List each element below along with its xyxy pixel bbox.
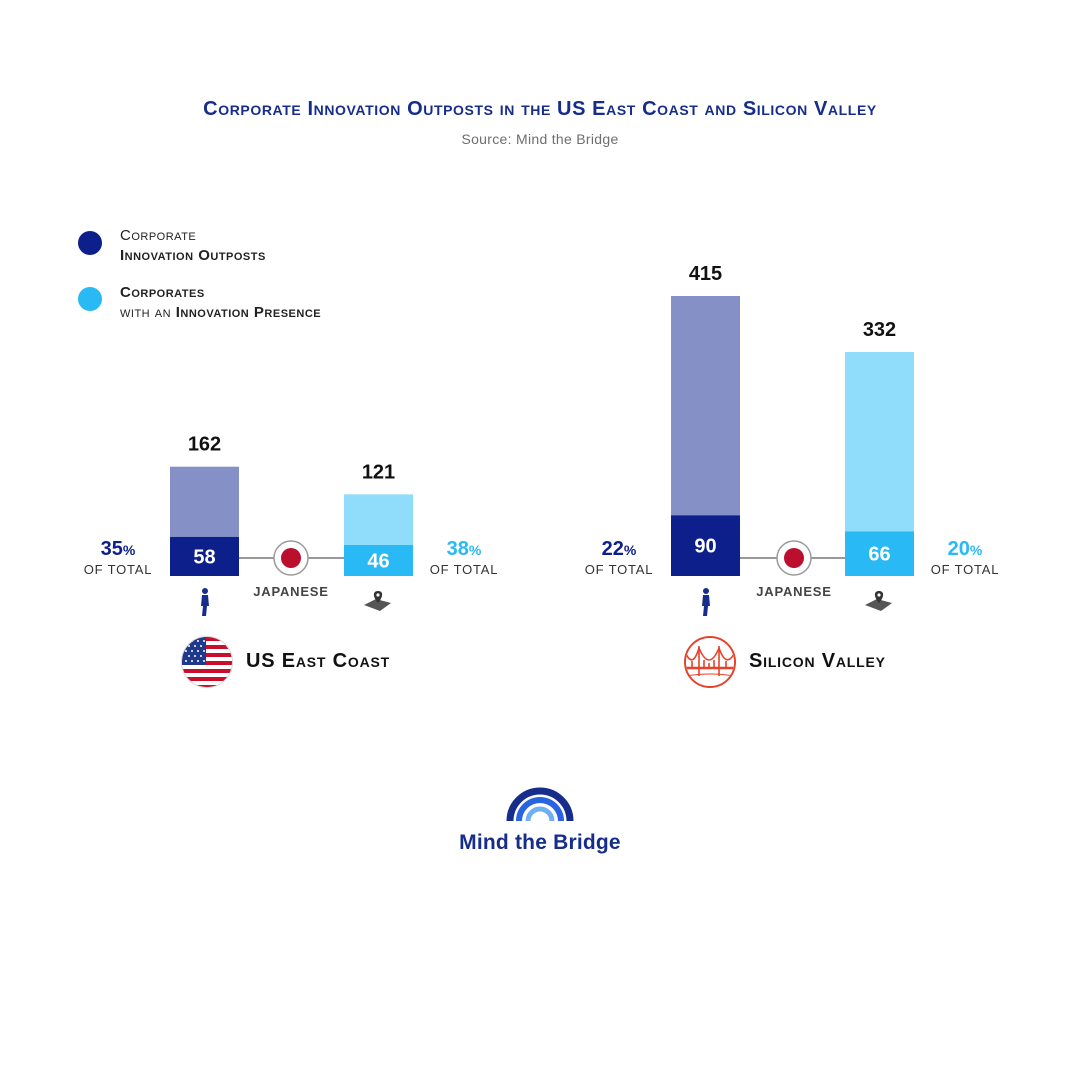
person-icon-head-silicon-valley bbox=[703, 588, 709, 594]
region-label-silicon-valley: Silicon Valley bbox=[749, 650, 886, 672]
data-label-total-presence-silicon-valley: 332 bbox=[863, 319, 896, 341]
bar-total-outposts-silicon-valley bbox=[671, 295, 740, 516]
person-icon-us-east-coast bbox=[201, 595, 209, 616]
legend-dot-presence-icon bbox=[78, 287, 102, 311]
region-label-us-east-coast: US East Coast bbox=[246, 650, 390, 672]
legend-label-presence: Corporates with an Innovation Presence bbox=[120, 283, 450, 323]
data-label-japanese-outposts-silicon-valley: 90 bbox=[694, 536, 716, 558]
map-icon-us-east-coast bbox=[364, 599, 391, 611]
data-label-total-outposts-us-east-coast: 162 bbox=[188, 434, 221, 456]
legend-line2-bold: Innovation Presence bbox=[175, 304, 322, 321]
person-icon-silicon-valley bbox=[702, 595, 710, 616]
japanese-share-outposts-silicon-valley: 22% bbox=[602, 538, 637, 560]
connector-label-us-east-coast: JAPANESE bbox=[253, 584, 329, 599]
japanese-share-outposts-us-east-coast: 35% bbox=[101, 538, 136, 560]
japan-flag-dot-silicon-valley bbox=[784, 548, 804, 568]
japanese-share-presence-silicon-valley: 20% bbox=[948, 538, 983, 560]
legend-line1: Corporates bbox=[120, 284, 205, 301]
legend-line1: Corporate bbox=[120, 227, 197, 244]
mind-the-bridge-logo: Mind the Bridge bbox=[440, 785, 640, 865]
legend-line2-prefix: with an bbox=[120, 304, 176, 321]
share-caption-outposts-silicon-valley: OF TOTAL bbox=[585, 562, 654, 577]
share-caption-presence-silicon-valley: OF TOTAL bbox=[931, 562, 1000, 577]
legend-label-outposts: Corporate Innovation Outposts bbox=[120, 226, 450, 266]
chart-source: Source: Mind the Bridge bbox=[461, 131, 619, 147]
bar-japanese-outposts-silicon-valley bbox=[671, 515, 740, 576]
data-label-total-outposts-silicon-valley: 415 bbox=[689, 263, 722, 285]
bar-total-outposts-us-east-coast bbox=[170, 466, 239, 537]
legend-line2-bold: Innovation Outposts bbox=[120, 247, 266, 264]
map-pin-hole-us-east-coast bbox=[376, 593, 380, 597]
bar-total-presence-us-east-coast bbox=[344, 494, 413, 545]
data-label-japanese-outposts-us-east-coast: 58 bbox=[193, 546, 215, 568]
map-pin-hole-silicon-valley bbox=[877, 593, 881, 597]
data-label-japanese-presence-us-east-coast: 46 bbox=[367, 550, 389, 572]
data-label-total-presence-us-east-coast: 121 bbox=[362, 461, 395, 483]
data-label-japanese-presence-silicon-valley: 66 bbox=[868, 544, 890, 566]
us-flag-icon bbox=[181, 636, 233, 688]
logo-text: Mind the Bridge bbox=[459, 831, 621, 854]
share-caption-outposts-us-east-coast: OF TOTAL bbox=[84, 562, 153, 577]
chart-title: Corporate Innovation Outposts in the US … bbox=[203, 98, 877, 120]
legend-dot-outposts-icon bbox=[78, 231, 102, 255]
bar-japanese-presence-silicon-valley bbox=[845, 531, 914, 576]
japanese-share-presence-us-east-coast: 38% bbox=[447, 538, 482, 560]
bridge-arcs-icon bbox=[506, 787, 574, 822]
bar-japanese-presence-us-east-coast bbox=[344, 544, 413, 576]
bar-japanese-outposts-us-east-coast bbox=[170, 536, 239, 576]
bar-chart: JAPANESE 162 58 35% OF TOTAL 121 46 38% OF TOTAL… bbox=[84, 263, 1000, 616]
person-icon-head-us-east-coast bbox=[202, 588, 208, 594]
connector-label-silicon-valley: JAPANESE bbox=[756, 584, 832, 599]
share-caption-presence-us-east-coast: OF TOTAL bbox=[430, 562, 499, 577]
japan-flag-dot-us-east-coast bbox=[281, 548, 301, 568]
bar-total-presence-silicon-valley bbox=[845, 351, 914, 532]
map-pin-icon-silicon-valley bbox=[874, 591, 884, 603]
map-icon-silicon-valley bbox=[865, 599, 892, 611]
map-pin-icon-us-east-coast bbox=[373, 591, 383, 603]
golden-gate-bridge-icon bbox=[684, 636, 736, 688]
